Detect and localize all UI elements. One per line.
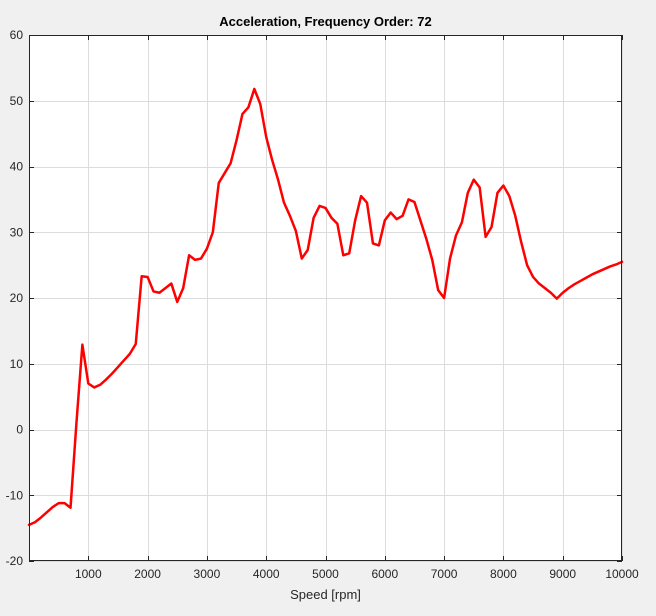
x-tick-label: 5000 [312,567,339,581]
y-tick-label: 30 [10,225,24,239]
y-tick-label: 10 [10,357,24,371]
series-line-1 [27,87,624,527]
y-tick-label: -10 [6,488,24,502]
x-tick-label: 3000 [194,567,221,581]
x-tick-label: 10000 [605,567,639,581]
x-tick-label: 8000 [490,567,517,581]
y-tick-label: -20 [6,554,24,568]
x-axis-label: Speed [rpm] [290,587,361,602]
y-tick-label: 60 [10,28,24,42]
x-tick-label: 6000 [371,567,398,581]
x-tick-label: 7000 [431,567,458,581]
x-tick-label: 4000 [253,567,280,581]
y-tick-label: 20 [10,291,24,305]
series-layer [27,87,624,527]
y-tick-label: 40 [10,160,24,174]
x-tick-label: 1000 [75,567,102,581]
x-tick-label: 2000 [134,567,161,581]
chart-title: Acceleration, Frequency Order: 72 [219,14,431,29]
axis-ticks: 1000 2000 3000 4000 5000 6000 7000 8000 9000 1000… [6,28,639,581]
y-tick-label: 0 [16,423,23,437]
y-tick-label: 50 [10,94,24,108]
x-tick-label: 9000 [549,567,576,581]
